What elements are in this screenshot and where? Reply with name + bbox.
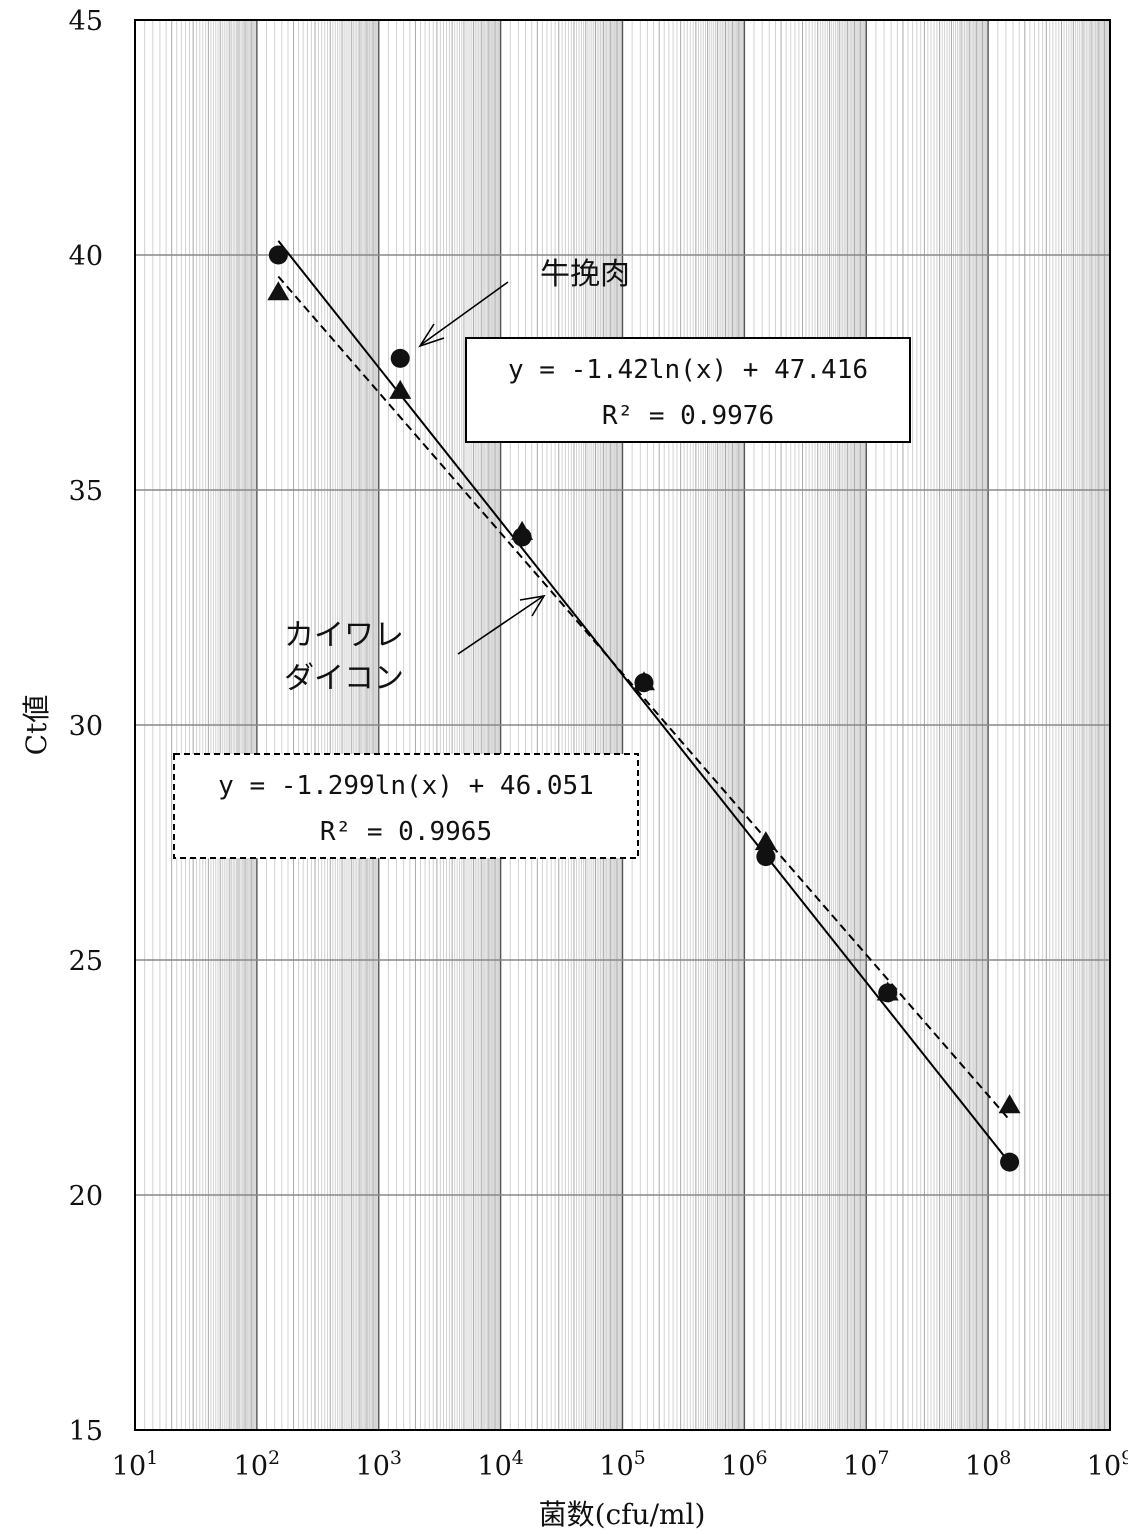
plot-frame [134, 19, 1111, 1431]
x-tick-label: 108 [965, 1447, 1011, 1482]
radish-r2: R² = 0.9965 [320, 817, 492, 847]
x-tick-label: 102 [234, 1447, 280, 1482]
point-radish [267, 281, 290, 301]
y-axis-title: Ct値 [20, 695, 53, 756]
x-tick-label: 109 [1087, 1447, 1128, 1482]
y-tick-label: 15 [69, 1416, 103, 1447]
radish-label-line1: カイワレ [284, 618, 404, 653]
beef-equation: y = -1.42ln(x) + 47.416 [508, 355, 868, 385]
y-tick-label: 40 [69, 241, 103, 272]
point-beef [878, 983, 898, 1003]
x-tick-label: 107 [843, 1447, 889, 1482]
x-tick-label: 103 [356, 1447, 402, 1482]
point-beef [756, 847, 776, 867]
y-tick-label: 25 [69, 946, 103, 977]
point-beef [634, 673, 654, 693]
x-tick-labels: 101 102 103 104 105 106 107 108 109 [112, 1447, 1128, 1482]
point-beef [1000, 1152, 1020, 1172]
point-beef [390, 348, 410, 368]
y-tick-label: 20 [69, 1181, 103, 1212]
trendline-radish [277, 275, 1011, 1121]
beef-label: 牛挽肉 [540, 257, 630, 292]
point-radish [998, 1094, 1021, 1114]
point-radish [389, 379, 412, 399]
point-beef [268, 245, 288, 265]
y-tick-label: 30 [69, 711, 103, 742]
data-points [267, 245, 1021, 1172]
x-tick-label: 105 [599, 1447, 645, 1482]
y-tick-labels: 15 20 25 30 35 40 45 [69, 6, 103, 1447]
radish-equation-box [173, 753, 639, 859]
radish-arrow [457, 594, 546, 655]
beef-equation-box [465, 337, 911, 443]
point-radish [754, 831, 777, 851]
x-tick-label: 101 [112, 1447, 158, 1482]
grid [135, 19, 1110, 1431]
radish-equation: y = -1.299ln(x) + 46.051 [218, 771, 594, 801]
y-tick-label: 35 [69, 476, 103, 507]
x-tick-label: 106 [721, 1447, 767, 1482]
beef-r2: R² = 0.9976 [602, 401, 774, 431]
x-axis-title: 菌数(cfu/ml) [539, 1498, 706, 1531]
radish-label-line2: ダイコン [284, 661, 404, 696]
x-tick-label: 104 [477, 1447, 523, 1482]
point-beef [512, 527, 532, 547]
y-tick-label: 45 [69, 6, 103, 37]
beef-arrow [418, 281, 509, 348]
